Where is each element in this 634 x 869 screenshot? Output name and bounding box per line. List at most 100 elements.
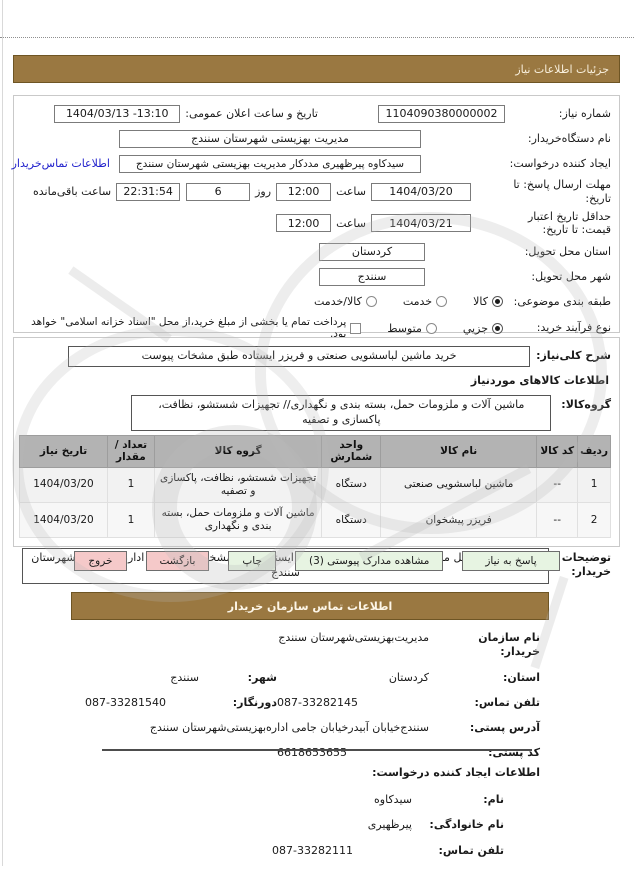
delivery-city-label: شهر محل تحویل: xyxy=(531,269,611,283)
announce-datetime-field[interactable]: 1404/03/13 -13:10 xyxy=(54,104,181,123)
hour-label: ساعت xyxy=(336,216,366,230)
city-label: شهر: xyxy=(247,670,277,684)
creator-name-value: سیدکاوه xyxy=(374,793,412,806)
category-label: طبقه بندی موضوعی: xyxy=(513,294,611,308)
request-creator-field[interactable]: سیدکاوه پیرظهیری مددکار مدیریت بهزیستی ش… xyxy=(119,154,421,173)
print-button[interactable]: چاپ xyxy=(228,551,276,571)
remaining-time-field[interactable]: 22:31:54 xyxy=(116,182,181,201)
buyer-org-row: نام دستگاه‌خریدار: مدیریت بهزیستی شهرستا… xyxy=(22,128,611,149)
delivery-city-field[interactable]: سنندج xyxy=(319,267,425,286)
province-label: استان: xyxy=(503,670,540,684)
items-table-cell: -- xyxy=(536,502,579,539)
buyer-notes-label: توضیحات خریدار: xyxy=(561,551,611,579)
items-column-header: کد کالا xyxy=(536,434,579,468)
buyer-org-label: نام دستگاه‌خریدار: xyxy=(527,131,611,145)
process-type-label: نوع فرآیند خرید: xyxy=(536,321,611,335)
reply-deadline-date-field[interactable]: 1404/03/20 xyxy=(371,182,471,201)
items-table-cell: دستگاه xyxy=(321,502,382,539)
day-label: روز xyxy=(255,185,272,199)
request-creator-label: ایجاد کننده درخواست: xyxy=(509,156,611,170)
treasury-checkbox[interactable] xyxy=(350,322,362,334)
items-table-cell: 1 xyxy=(106,502,155,539)
items-table-cell: 1404/03/20 xyxy=(19,502,108,539)
creator-name-label: نام: xyxy=(483,793,504,806)
org-name-row: نام سازمان خریدار: مدیریت‌بهزیستی‌شهرستا… xyxy=(70,631,540,660)
city-value: سنندج xyxy=(170,670,199,684)
category-radio-goods-service[interactable] xyxy=(365,296,377,307)
category-radio-service[interactable] xyxy=(436,296,448,307)
address-value: سنندج‌خیابان آبیدرخیابان جامی اداره‌بهزی… xyxy=(149,721,429,735)
category-option-label: کالا xyxy=(473,295,488,308)
respond-button[interactable]: پاسخ به نیاز xyxy=(462,551,560,571)
phone-fax-row: تلفن تماس: 087-33282145 دورنگار: 087-332… xyxy=(70,696,540,710)
need-number-row: شماره نیاز: 1104090380000002 تاریخ و ساع… xyxy=(22,103,611,124)
section-header-need-details: جزئیات اطلاعات نیاز xyxy=(13,55,620,83)
items-section-heading: اطلاعات کالاهای موردنیاز xyxy=(470,374,609,387)
creator-phone-label: تلفن تماس: xyxy=(438,843,504,857)
goods-group-label: گروه‌کالا: xyxy=(561,398,611,411)
items-column-header: گروه کالا xyxy=(153,434,323,468)
need-info-panel: شماره نیاز: 1104090380000002 تاریخ و ساع… xyxy=(12,95,620,340)
creator-family-label: نام خانوادگی: xyxy=(429,818,504,832)
items-column-header: ردیف xyxy=(577,434,611,468)
back-button[interactable]: بازگشت xyxy=(145,551,210,571)
process-radio-minor[interactable] xyxy=(492,322,503,334)
fax-value: 087-33281540 xyxy=(85,695,166,709)
action-buttons: پاسخ به نیاز مشاهده مدارک پیوستی (3) چاپ… xyxy=(0,551,634,571)
need-number-field[interactable]: 1104090380000002 xyxy=(378,104,505,123)
category-radio-goods[interactable] xyxy=(492,296,503,307)
announce-datetime-label: تاریخ و ساعت اعلان عمومی: xyxy=(185,107,318,120)
section-divider xyxy=(102,749,532,751)
province-value: کردستان xyxy=(388,670,429,684)
address-label: آدرس پستی: xyxy=(469,721,540,735)
price-validity-time-field[interactable]: 12:00 xyxy=(276,214,332,233)
price-validity-row: حداقل تاریخ اعتبار قیمت: تا تاریخ: 1404/… xyxy=(22,210,611,238)
items-table-cell: ماشین لباسشویی صنعتی xyxy=(380,466,538,504)
section-header-buyer-contact: اطلاعات تماس سازمان خریدار xyxy=(71,592,549,620)
goods-group-row: گروه‌کالا: ماشین آلات و ملزومات حمل، بست… xyxy=(22,395,611,431)
fax-label: دورنگار: xyxy=(232,695,277,709)
goods-panel: شرح کلی‌نیاز: خرید ماشین لباسشویی صنعتی … xyxy=(13,337,620,585)
creator-family-value: پیرظهیری xyxy=(367,818,412,832)
items-table-cell: دستگاه xyxy=(321,466,382,504)
request-creator-row: ایجاد کننده درخواست: سیدکاوه پیرظهیری مد… xyxy=(12,153,611,174)
need-description-field[interactable]: خرید ماشین لباسشویی صنعتی و فریزر ایستاد… xyxy=(68,346,531,367)
category-option-label: کالا/خدمت xyxy=(314,295,362,308)
items-table-cell: 1 xyxy=(577,466,611,504)
need-number-label: شماره نیاز: xyxy=(558,106,611,120)
process-radio-medium[interactable] xyxy=(425,322,437,334)
phone-label: تلفن تماس: xyxy=(474,695,540,709)
buyer-contact-link[interactable]: اطلاعات تماس‌خریدار xyxy=(11,157,110,170)
exit-button[interactable]: خروج xyxy=(74,551,127,571)
delivery-province-label: استان محل تحویل: xyxy=(524,244,611,258)
process-type-row: نوع فرآیند خرید: جزیي متوسط پرداخت تمام … xyxy=(22,316,611,340)
goods-group-field[interactable]: ماشین آلات و ملزومات حمل، بسته بندی و نگ… xyxy=(131,395,552,431)
phone-value: 087-33282145 xyxy=(277,695,358,709)
category-row: طبقه بندی موضوعی: کالا خدمت کالا/خدمت xyxy=(22,291,611,312)
province-city-row: استان: کردستان شهر: سنندج xyxy=(70,671,540,685)
price-validity-date-field[interactable]: 1404/03/21 xyxy=(371,214,471,233)
creator-name-row: نام: سیدکاوه xyxy=(120,793,540,807)
view-attachments-button[interactable]: مشاهده مدارک پیوستی (3) xyxy=(294,551,444,571)
items-table-cell: ماشین آلات و ملزومات حمل، بسته بندی و نگ… xyxy=(153,502,323,539)
need-description-label: شرح کلی‌نیاز: xyxy=(536,349,611,362)
items-column-header: تعداد / مقدار xyxy=(106,434,155,468)
items-table-cell: 1404/03/20 xyxy=(19,466,108,504)
items-column-header: نام کالا xyxy=(380,434,538,468)
category-option-label: خدمت xyxy=(402,295,433,308)
reply-deadline-row: مهلت ارسال پاسخ: تا تاریخ: 1404/03/20 سا… xyxy=(22,178,611,206)
price-validity-label: حداقل تاریخ اعتبار قیمت: تا تاریخ: xyxy=(527,209,611,237)
address-row: آدرس پستی: سنندج‌خیابان آبیدرخیابان جامی… xyxy=(70,721,540,735)
delivery-province-field[interactable]: کردستان xyxy=(319,242,425,261)
request-creator-block: اطلاعات ایجاد کننده درخواست: نام: سیدکاو… xyxy=(120,766,540,869)
items-table-cell: 1 xyxy=(106,466,155,504)
items-column-header: واحد شمارش xyxy=(321,434,382,468)
items-table: ردیف کد کالا نام کالا واحد شمارش گروه کالا تع… xyxy=(19,434,611,539)
remaining-days-field[interactable]: 6 xyxy=(186,182,251,201)
reply-deadline-time-field[interactable]: 12:00 xyxy=(276,182,332,201)
need-description-row: شرح کلی‌نیاز: خرید ماشین لباسشویی صنعتی … xyxy=(22,346,611,367)
hour-label: ساعت xyxy=(336,185,366,199)
delivery-city-row: شهر محل تحویل: سنندج xyxy=(22,266,611,287)
org-name-value: مدیریت‌بهزیستی‌شهرستان سنندج xyxy=(278,631,429,644)
buyer-org-field[interactable]: مدیریت بهزیستی شهرستان سنندج xyxy=(119,129,421,148)
